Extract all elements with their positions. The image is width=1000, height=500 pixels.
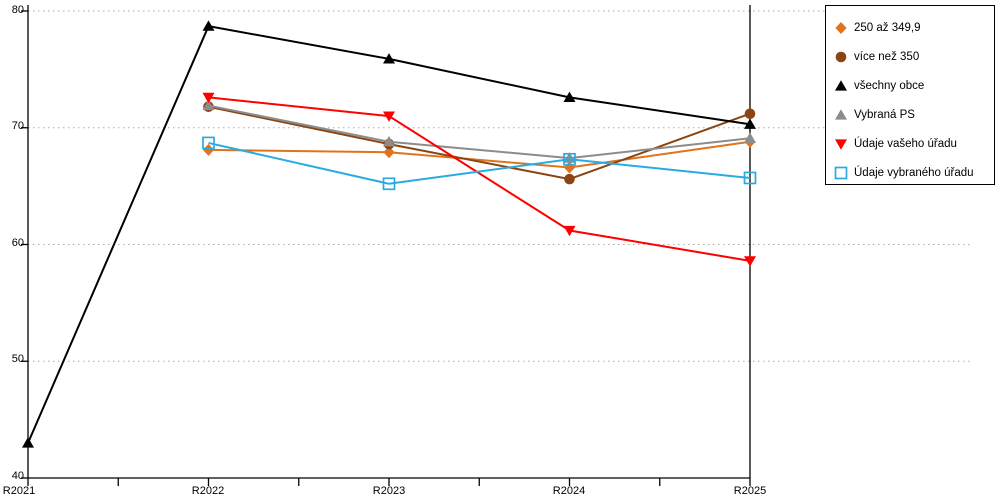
legend-item-udaje-vybraneho-uradu: Údaje vybraného úřadu [834,158,994,187]
legend-item-vsechny-obce: všechny obce [834,71,994,100]
x-tick-label-r2024: R2024 [552,485,586,497]
x-tick-label-r2023: R2023 [372,485,406,497]
y-tick-label-50: 50 [11,353,24,365]
y-tick-label-60: 60 [11,237,24,249]
y-tick-label-80: 80 [11,4,24,16]
legend-label: více než 350 [854,50,920,63]
y-tick-label-70: 70 [11,120,24,132]
x-tick-label-r2025: R2025 [733,485,767,497]
x-tick-label-r2021: R2021 [2,485,36,497]
legend-label: všechny obce [854,79,925,92]
triangle-down-marker-icon [835,138,847,150]
triangle-up-marker-icon [835,108,847,120]
legend-item-udaje-vaseho-uradu: Údaje vašeho úřadu [834,129,994,158]
legend-label: Údaje vašeho úřadu [854,137,957,150]
square-open-marker-icon [834,166,848,179]
legend-label: Údaje vybraného úřadu [854,166,974,179]
y-tick-label-40: 40 [11,470,24,482]
triangle-up-marker-icon [835,79,847,91]
circle-marker-icon [835,51,847,62]
legend-label: 250 až 349,9 [854,21,921,34]
legend-item-vice-nez-350: více než 350 [834,42,994,71]
legend-label: Vybraná PS [854,108,915,121]
legend-item-vybrana-ps: Vybraná PS [834,100,994,129]
legend-item-250-az-349: 250 až 349,9 [834,13,994,42]
legend: 250 až 349,9 více než 350 všechny obce V… [825,5,995,185]
x-tick-label-r2022: R2022 [191,485,225,497]
diamond-marker-icon [835,21,847,34]
